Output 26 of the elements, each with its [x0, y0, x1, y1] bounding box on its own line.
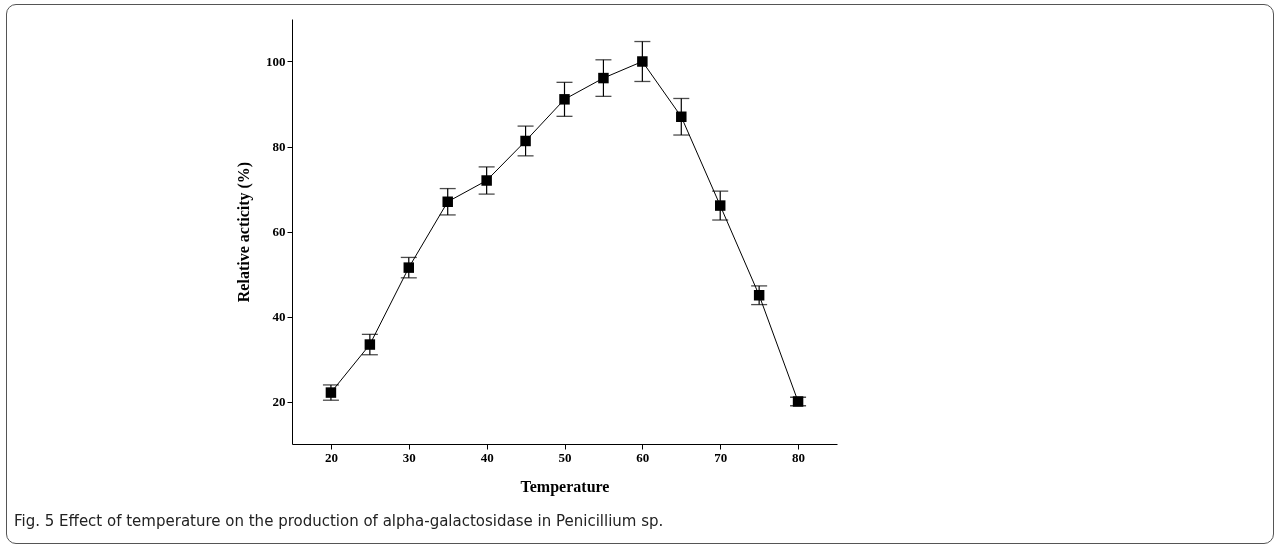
y-tick-label: 20	[272, 394, 286, 409]
x-tick-label: 70	[714, 449, 728, 465]
point	[442, 196, 453, 207]
x-tick-label: 20	[324, 449, 338, 465]
x-tick-label: 50	[558, 449, 572, 465]
point	[598, 72, 609, 84]
x-tick-label: 30	[402, 449, 416, 465]
y-tick-label: 80	[272, 139, 286, 154]
point	[714, 200, 726, 211]
point	[403, 262, 415, 273]
x-tick-label: 80	[792, 449, 806, 465]
point	[753, 290, 765, 301]
caption: Fig. 5 Effect of temperature on the production of alpha-galactosidase in Penicillium sp.	[14, 512, 664, 530]
point	[364, 339, 376, 350]
point	[481, 175, 492, 186]
y-tick-label: 40	[272, 309, 286, 324]
x-axis-title: Temperature	[520, 477, 610, 496]
point	[559, 94, 570, 105]
point	[676, 111, 687, 122]
y-tick-label: 60	[272, 224, 286, 239]
point	[637, 56, 648, 67]
x-tick-label: 40	[480, 449, 494, 465]
y-tick-label: 100	[266, 54, 286, 69]
point	[520, 135, 531, 147]
y-axis-title: Relative acticity (%)	[235, 161, 253, 303]
x-tick-label: 60	[636, 449, 650, 465]
